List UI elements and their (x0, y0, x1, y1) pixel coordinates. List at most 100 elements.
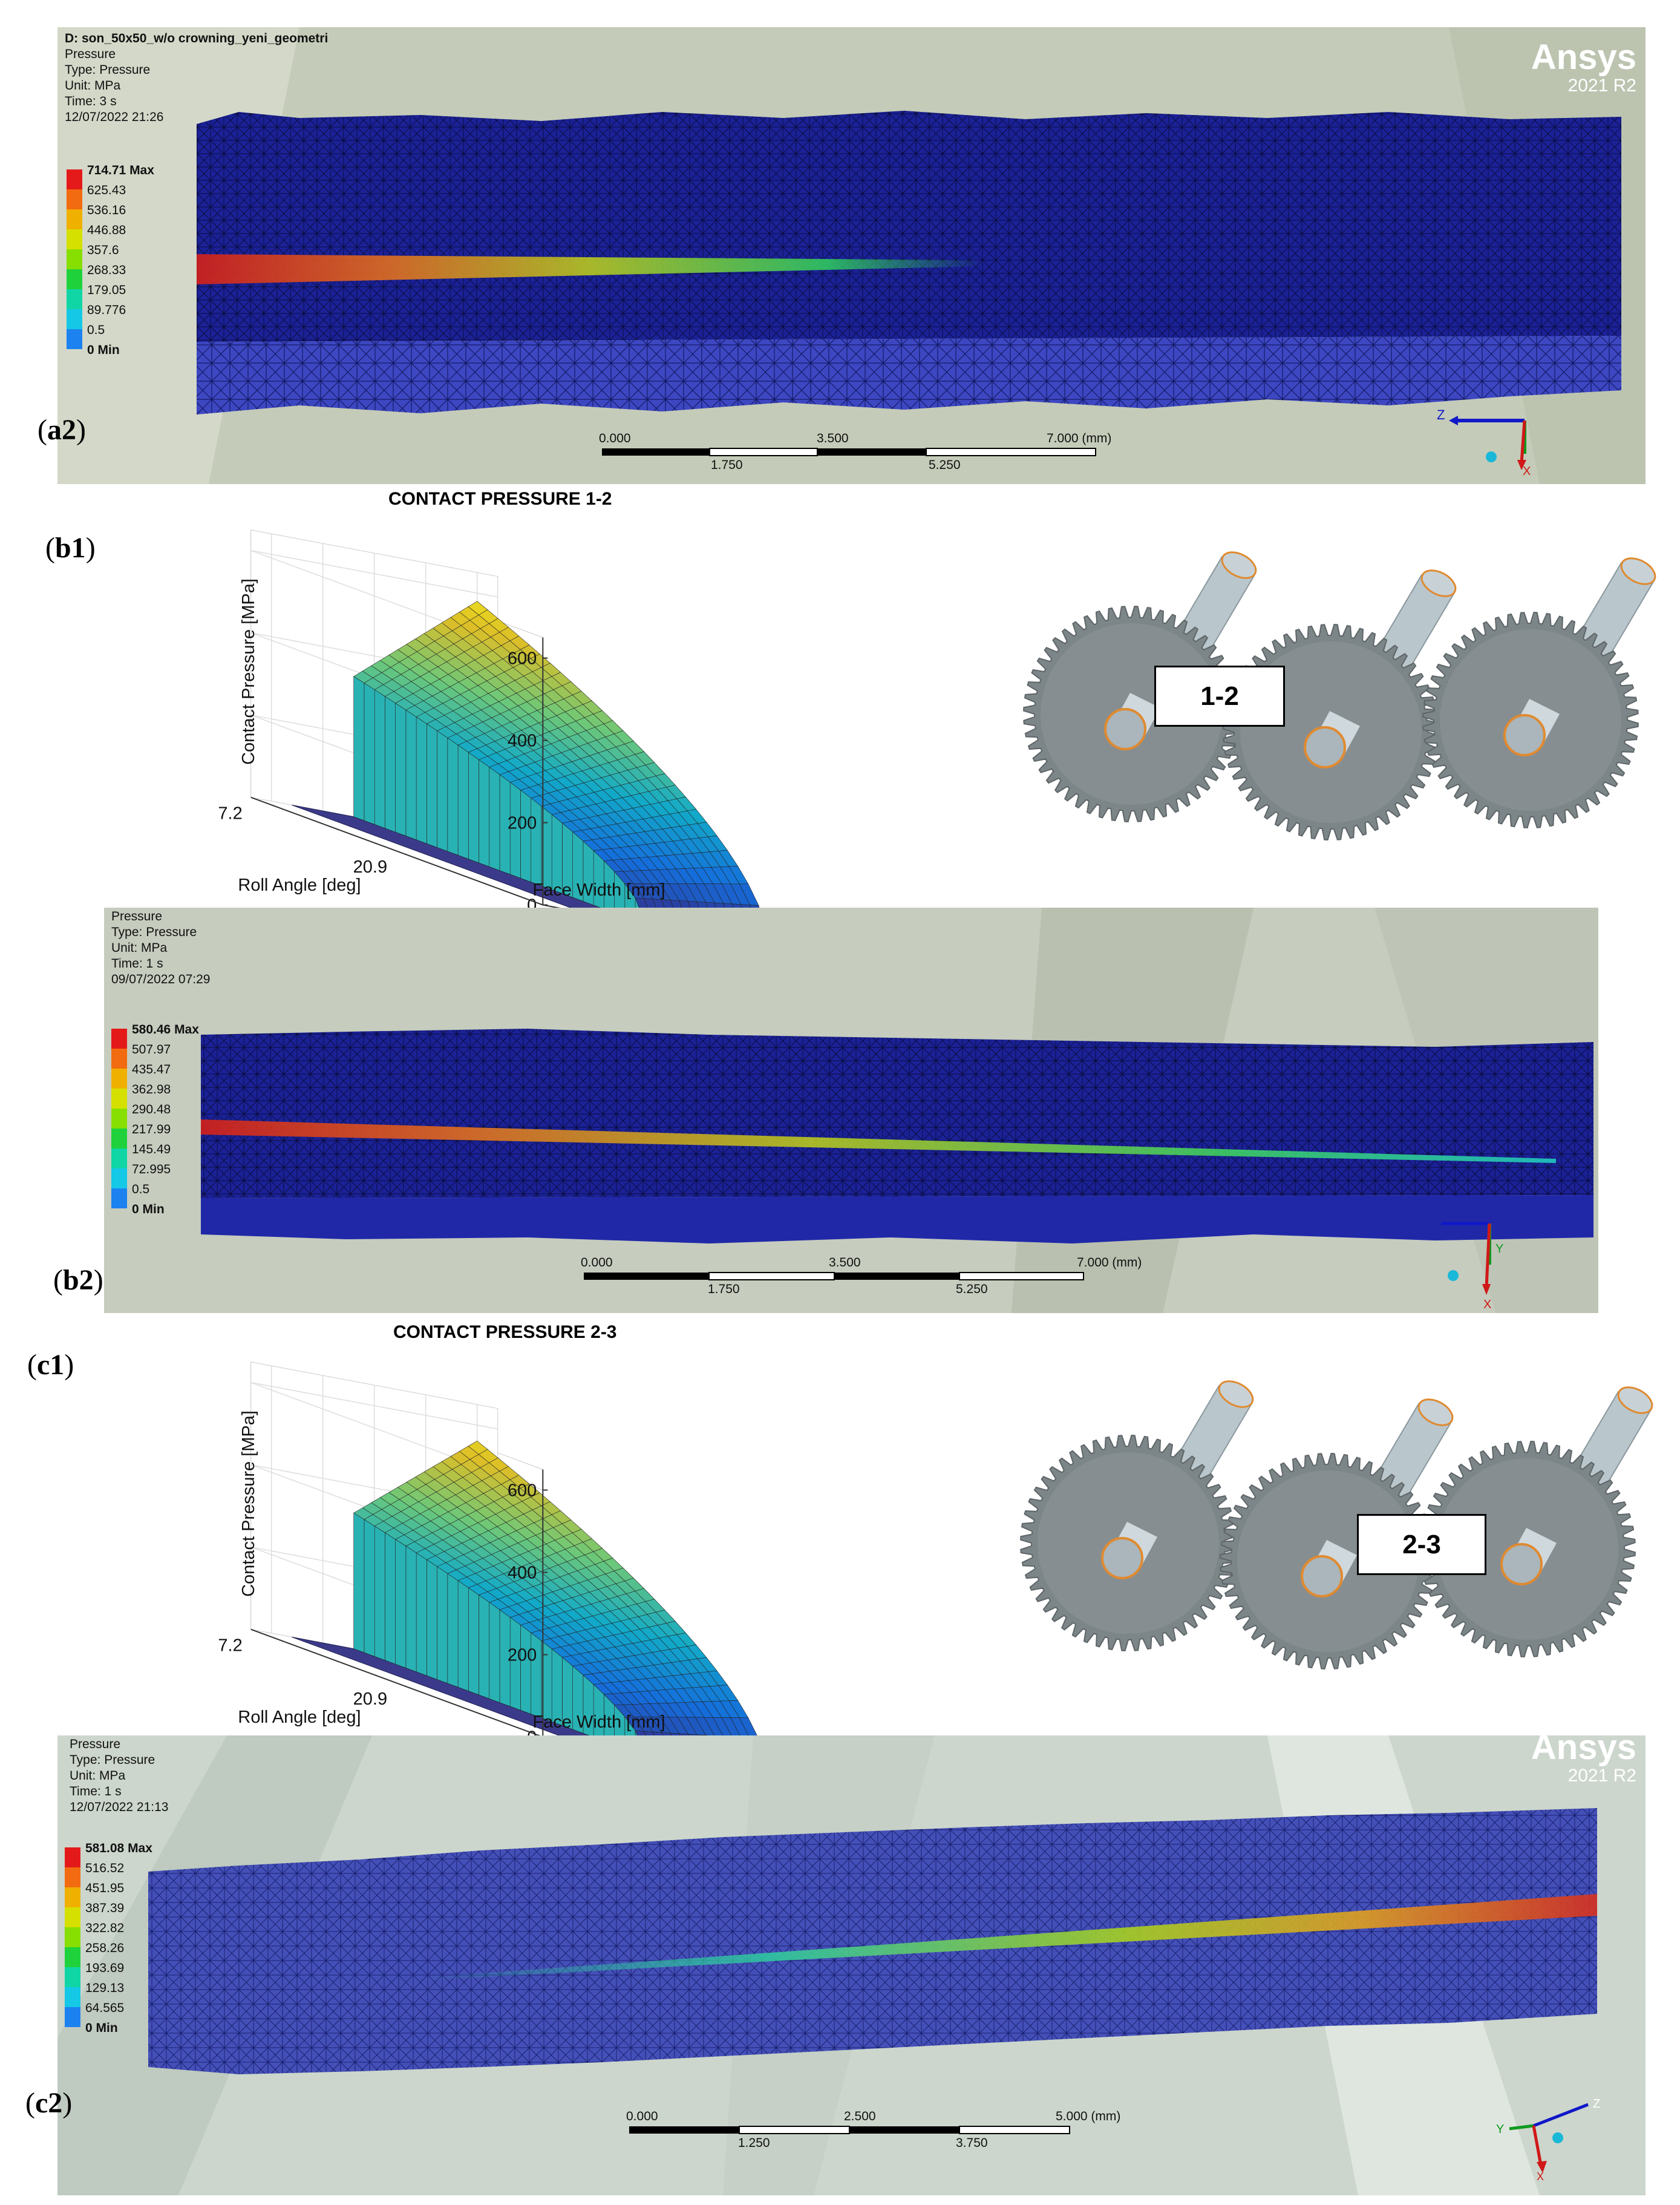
legend-value: 714.71 Max (87, 163, 154, 177)
gear-bore (1503, 714, 1546, 756)
brand-version: 2021 R2 (1567, 76, 1636, 96)
surface-skirt (405, 709, 417, 840)
surface-skirt (416, 716, 427, 844)
legend-swatch (67, 209, 82, 229)
surface-skirt (457, 744, 469, 859)
scale-bar-a2: 0.000 3.500 7.000 (mm) 1.750 5.250 (599, 431, 1111, 474)
legend-swatch (65, 1967, 80, 1987)
x-axis-label: Face Width [mm] (532, 880, 665, 900)
grid-line (250, 1381, 543, 1491)
legend-value: 64.565 (85, 2001, 125, 2015)
surface-skirt (479, 759, 490, 867)
info-line: 09/07/2022 07:29 (111, 972, 211, 986)
ansys-brand-c2: Ansys 2021 R2 (1531, 1735, 1636, 1786)
shaft-end (1420, 569, 1457, 597)
legend-swatch (111, 1089, 127, 1109)
surface-skirt (405, 1545, 417, 1673)
legend-swatch (65, 1987, 80, 2007)
legend-swatch (111, 1148, 127, 1168)
surface-skirt (489, 767, 500, 871)
panel-label-c1: (c1) (27, 1349, 74, 1381)
gear-pair-label-c1: 2-3 (1357, 1514, 1486, 1575)
legend-swatch (67, 289, 82, 309)
scale-ruler (584, 1272, 1084, 1280)
scale-label: 5.250 (956, 1282, 988, 1296)
axis-triad-c2: Z Y X (1496, 2097, 1600, 2180)
legend-swatch (111, 1168, 127, 1188)
surface-cell (750, 905, 760, 908)
info-line: Time: 1 s (70, 1784, 122, 1798)
panel-label-c2: (c2) (25, 2087, 73, 2119)
surface-floor (292, 1637, 602, 1740)
scale-ruler (629, 2126, 1070, 2134)
mesh-lower-b2 (201, 1195, 1593, 1243)
legend-value: 322.82 (85, 1921, 125, 1935)
gear-bore (1104, 708, 1146, 750)
y-tick-label: 27.2 (218, 1636, 243, 1656)
panel-label-a2: (a2) (38, 414, 86, 446)
surface-skirt (353, 676, 365, 821)
mesh-render-a2 (57, 27, 1646, 484)
mesh-lower-a2 (197, 336, 1621, 414)
legend-swatch (67, 169, 82, 189)
legend-swatch (65, 1927, 80, 1947)
surface-floor (292, 805, 602, 908)
gear-bore (1301, 1555, 1343, 1597)
scale-label: 0.000 (581, 1256, 613, 1270)
info-block-b2: Pressure Type: Pressure Unit: MPa Time: … (111, 909, 211, 988)
surface-skirt (374, 689, 385, 829)
scale-label: 3.500 (817, 431, 849, 445)
scale-label: 3.500 (829, 1256, 861, 1270)
legend-value: 0.5 (132, 1182, 150, 1196)
shaft-end (1417, 1398, 1454, 1426)
surface-skirt (479, 1594, 490, 1699)
legend-swatch (65, 1867, 80, 1887)
gear-train-c1 (1020, 1380, 1653, 1669)
mesh-upper-a2 (197, 111, 1621, 342)
legend-swatch (111, 1069, 127, 1089)
scale-label: 3.750 (956, 2136, 988, 2150)
legend-value: 581.08 Max (85, 1841, 152, 1855)
ansys-view-c2: Pressure Type: Pressure Unit: MPa Time: … (57, 1735, 1646, 2195)
surface-skirt (395, 1539, 407, 1668)
info-block-a2: D: son_50x50_w/o crowning_yeni_geometri … (65, 31, 328, 125)
scale-bar-c2: 0.000 2.500 5.000 (mm) 1.250 3.750 (626, 2109, 1120, 2152)
brand-name: Ansys (1531, 38, 1636, 77)
z-tick-label: 600 (508, 649, 537, 669)
surface-skirt (604, 860, 615, 908)
surface-skirt (635, 897, 639, 908)
chart-title-c1: CONTACT PRESSURE 2-3 (393, 1322, 617, 1342)
surface-skirt (614, 871, 626, 908)
legend-value: 0 Min (85, 2021, 118, 2035)
legend-value: 89.776 (87, 303, 126, 317)
gear-bore (1304, 726, 1346, 768)
scale-label: 5.250 (929, 458, 961, 472)
surface-skirt (520, 1624, 532, 1715)
legend-value: 536.16 (87, 203, 126, 217)
scale-ruler (602, 448, 1096, 456)
legend-swatch (65, 1887, 80, 1907)
surface-skirt (447, 737, 459, 856)
legend-value: 451.95 (85, 1881, 125, 1895)
legend-value: 290.48 (132, 1102, 171, 1116)
surface-skirt (385, 696, 396, 833)
surface-skirt (531, 798, 542, 886)
axis-label: Y (1495, 1242, 1503, 1256)
legend-value: 145.49 (132, 1142, 171, 1156)
file-name-a2: D: son_50x50_w/o crowning_yeni_geometri (65, 31, 328, 45)
legend-value: 179.05 (87, 283, 126, 297)
z-axis-label: Contact Pressure [MPa] (239, 1410, 258, 1597)
shaft-end (1617, 1386, 1653, 1414)
shaft-end (1218, 1380, 1254, 1408)
legend-swatch (111, 1049, 127, 1069)
legend-swatch (67, 249, 82, 269)
legend-swatch (65, 1907, 80, 1927)
surface-skirt (427, 1559, 437, 1680)
axis-label: Y (1496, 2123, 1504, 2136)
y-axis-label: Roll Angle [deg] (238, 876, 361, 895)
scale-label: 1.750 (711, 458, 743, 472)
axis-label: X (1537, 2171, 1544, 2180)
legend-value: 516.52 (85, 1861, 125, 1875)
y-axis-label: Roll Angle [deg] (238, 1708, 361, 1727)
